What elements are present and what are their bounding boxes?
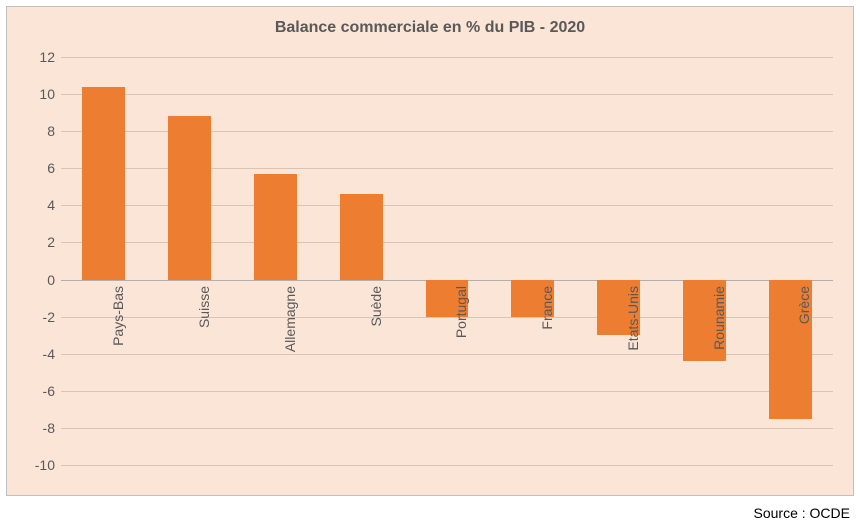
gridline (61, 465, 833, 466)
category-label: Allemagne (282, 286, 298, 352)
chart-title: Balance commerciale en % du PIB - 2020 (7, 19, 853, 37)
y-tick-label: 0 (15, 272, 55, 288)
gridline (61, 391, 833, 392)
category-label: Etats-Unis (625, 286, 641, 351)
y-tick-label: 12 (15, 49, 55, 65)
bar (254, 174, 297, 280)
category-label: Portugal (453, 286, 469, 338)
category-label: Suède (368, 286, 384, 326)
bar (340, 194, 383, 279)
y-tick-label: -10 (15, 457, 55, 473)
y-tick-label: 8 (15, 123, 55, 139)
y-tick-label: 4 (15, 197, 55, 213)
y-tick-label: -4 (15, 346, 55, 362)
gridline (61, 57, 833, 58)
source-label: Source : OCDE (754, 505, 850, 521)
category-label: Grèce (796, 286, 812, 324)
y-tick-label: -8 (15, 420, 55, 436)
gridline (61, 94, 833, 95)
y-tick-label: 10 (15, 86, 55, 102)
y-tick-label: 6 (15, 160, 55, 176)
category-label: Rounamie (711, 286, 727, 350)
chart-container: Balance commerciale en % du PIB - 2020 -… (6, 6, 854, 496)
gridline (61, 428, 833, 429)
category-label: Suisse (196, 286, 212, 328)
plot-area: -10-8-6-4-2024681012Pays-BasSuisseAllema… (61, 57, 833, 465)
bar (168, 116, 211, 279)
category-label: Pays-Bas (110, 286, 126, 346)
y-tick-label: -6 (15, 383, 55, 399)
category-label: France (539, 286, 555, 330)
bar (82, 87, 125, 280)
y-tick-label: 2 (15, 234, 55, 250)
y-tick-label: -2 (15, 309, 55, 325)
